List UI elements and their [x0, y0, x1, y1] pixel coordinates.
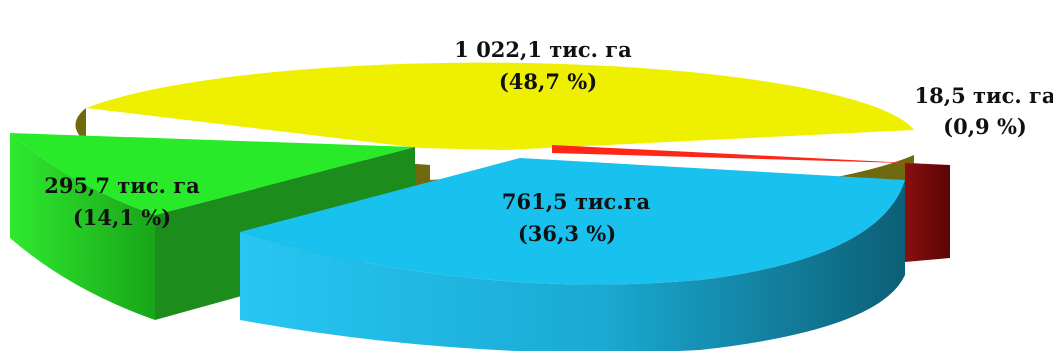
- label-green-value: 295,7 тис. га: [44, 173, 200, 198]
- slice-blue-top: [240, 158, 905, 285]
- label-red-percent: (0,9 %): [943, 114, 1027, 139]
- label-green: 295,7 тис. га (14,1 %): [44, 173, 200, 230]
- slice-red: [552, 145, 950, 262]
- label-yellow-percent: (48,7 %): [499, 69, 597, 94]
- label-blue-value: 761,5 тис.га: [502, 189, 651, 214]
- slice-red-top: [552, 145, 950, 165]
- slice-blue-side: [240, 180, 905, 351]
- slice-green-top: [10, 133, 415, 215]
- label-green-percent: (14,1 %): [73, 205, 171, 230]
- label-blue-percent: (36,3 %): [518, 221, 616, 246]
- label-yellow: 1 022,1 тис. га (48,7 %): [454, 37, 632, 94]
- label-blue: 761,5 тис.га (36,3 %): [502, 189, 651, 246]
- slice-green-front: [10, 133, 155, 320]
- label-red: 18,5 тис. га (0,9 %): [915, 83, 1053, 139]
- label-red-value: 18,5 тис. га: [915, 83, 1053, 108]
- slice-red-side: [905, 163, 950, 262]
- slice-yellow-top: [86, 62, 914, 150]
- slice-blue: [240, 158, 905, 351]
- label-yellow-value: 1 022,1 тис. га: [454, 37, 632, 62]
